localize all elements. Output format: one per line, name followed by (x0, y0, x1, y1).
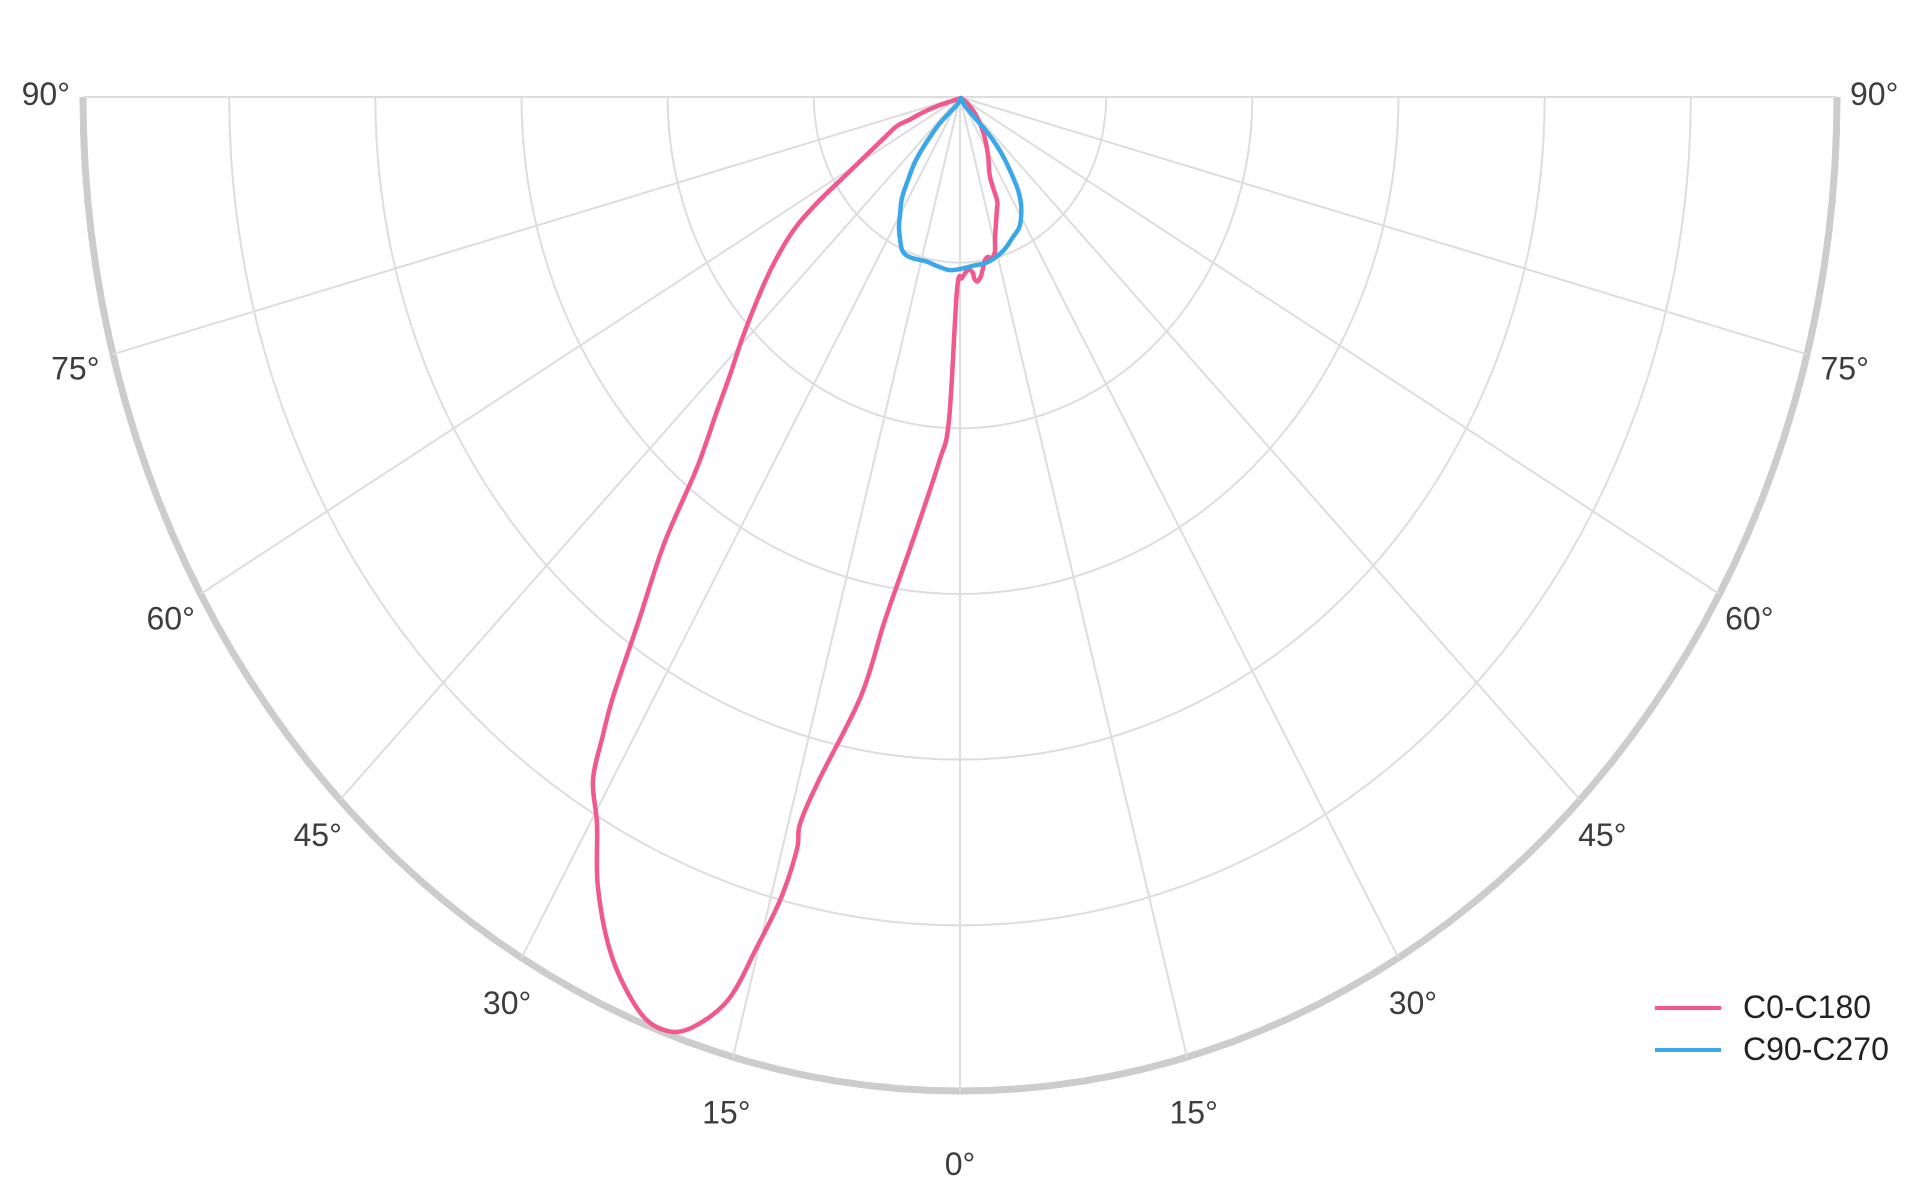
svg-text:45°: 45° (294, 817, 342, 853)
svg-text:15°: 15° (702, 1095, 750, 1131)
svg-text:90°: 90° (1850, 76, 1898, 112)
svg-text:60°: 60° (147, 601, 195, 637)
svg-text:15°: 15° (1170, 1095, 1218, 1131)
svg-text:75°: 75° (51, 351, 99, 387)
svg-text:45°: 45° (1578, 817, 1626, 853)
svg-text:75°: 75° (1821, 351, 1869, 387)
svg-text:60°: 60° (1725, 601, 1773, 637)
svg-text:90°: 90° (22, 76, 70, 112)
svg-text:30°: 30° (483, 985, 531, 1021)
svg-text:C0-C180: C0-C180 (1743, 989, 1871, 1025)
svg-text:30°: 30° (1389, 985, 1437, 1021)
svg-text:0°: 0° (945, 1146, 976, 1177)
svg-text:C90-C270: C90-C270 (1743, 1031, 1889, 1067)
